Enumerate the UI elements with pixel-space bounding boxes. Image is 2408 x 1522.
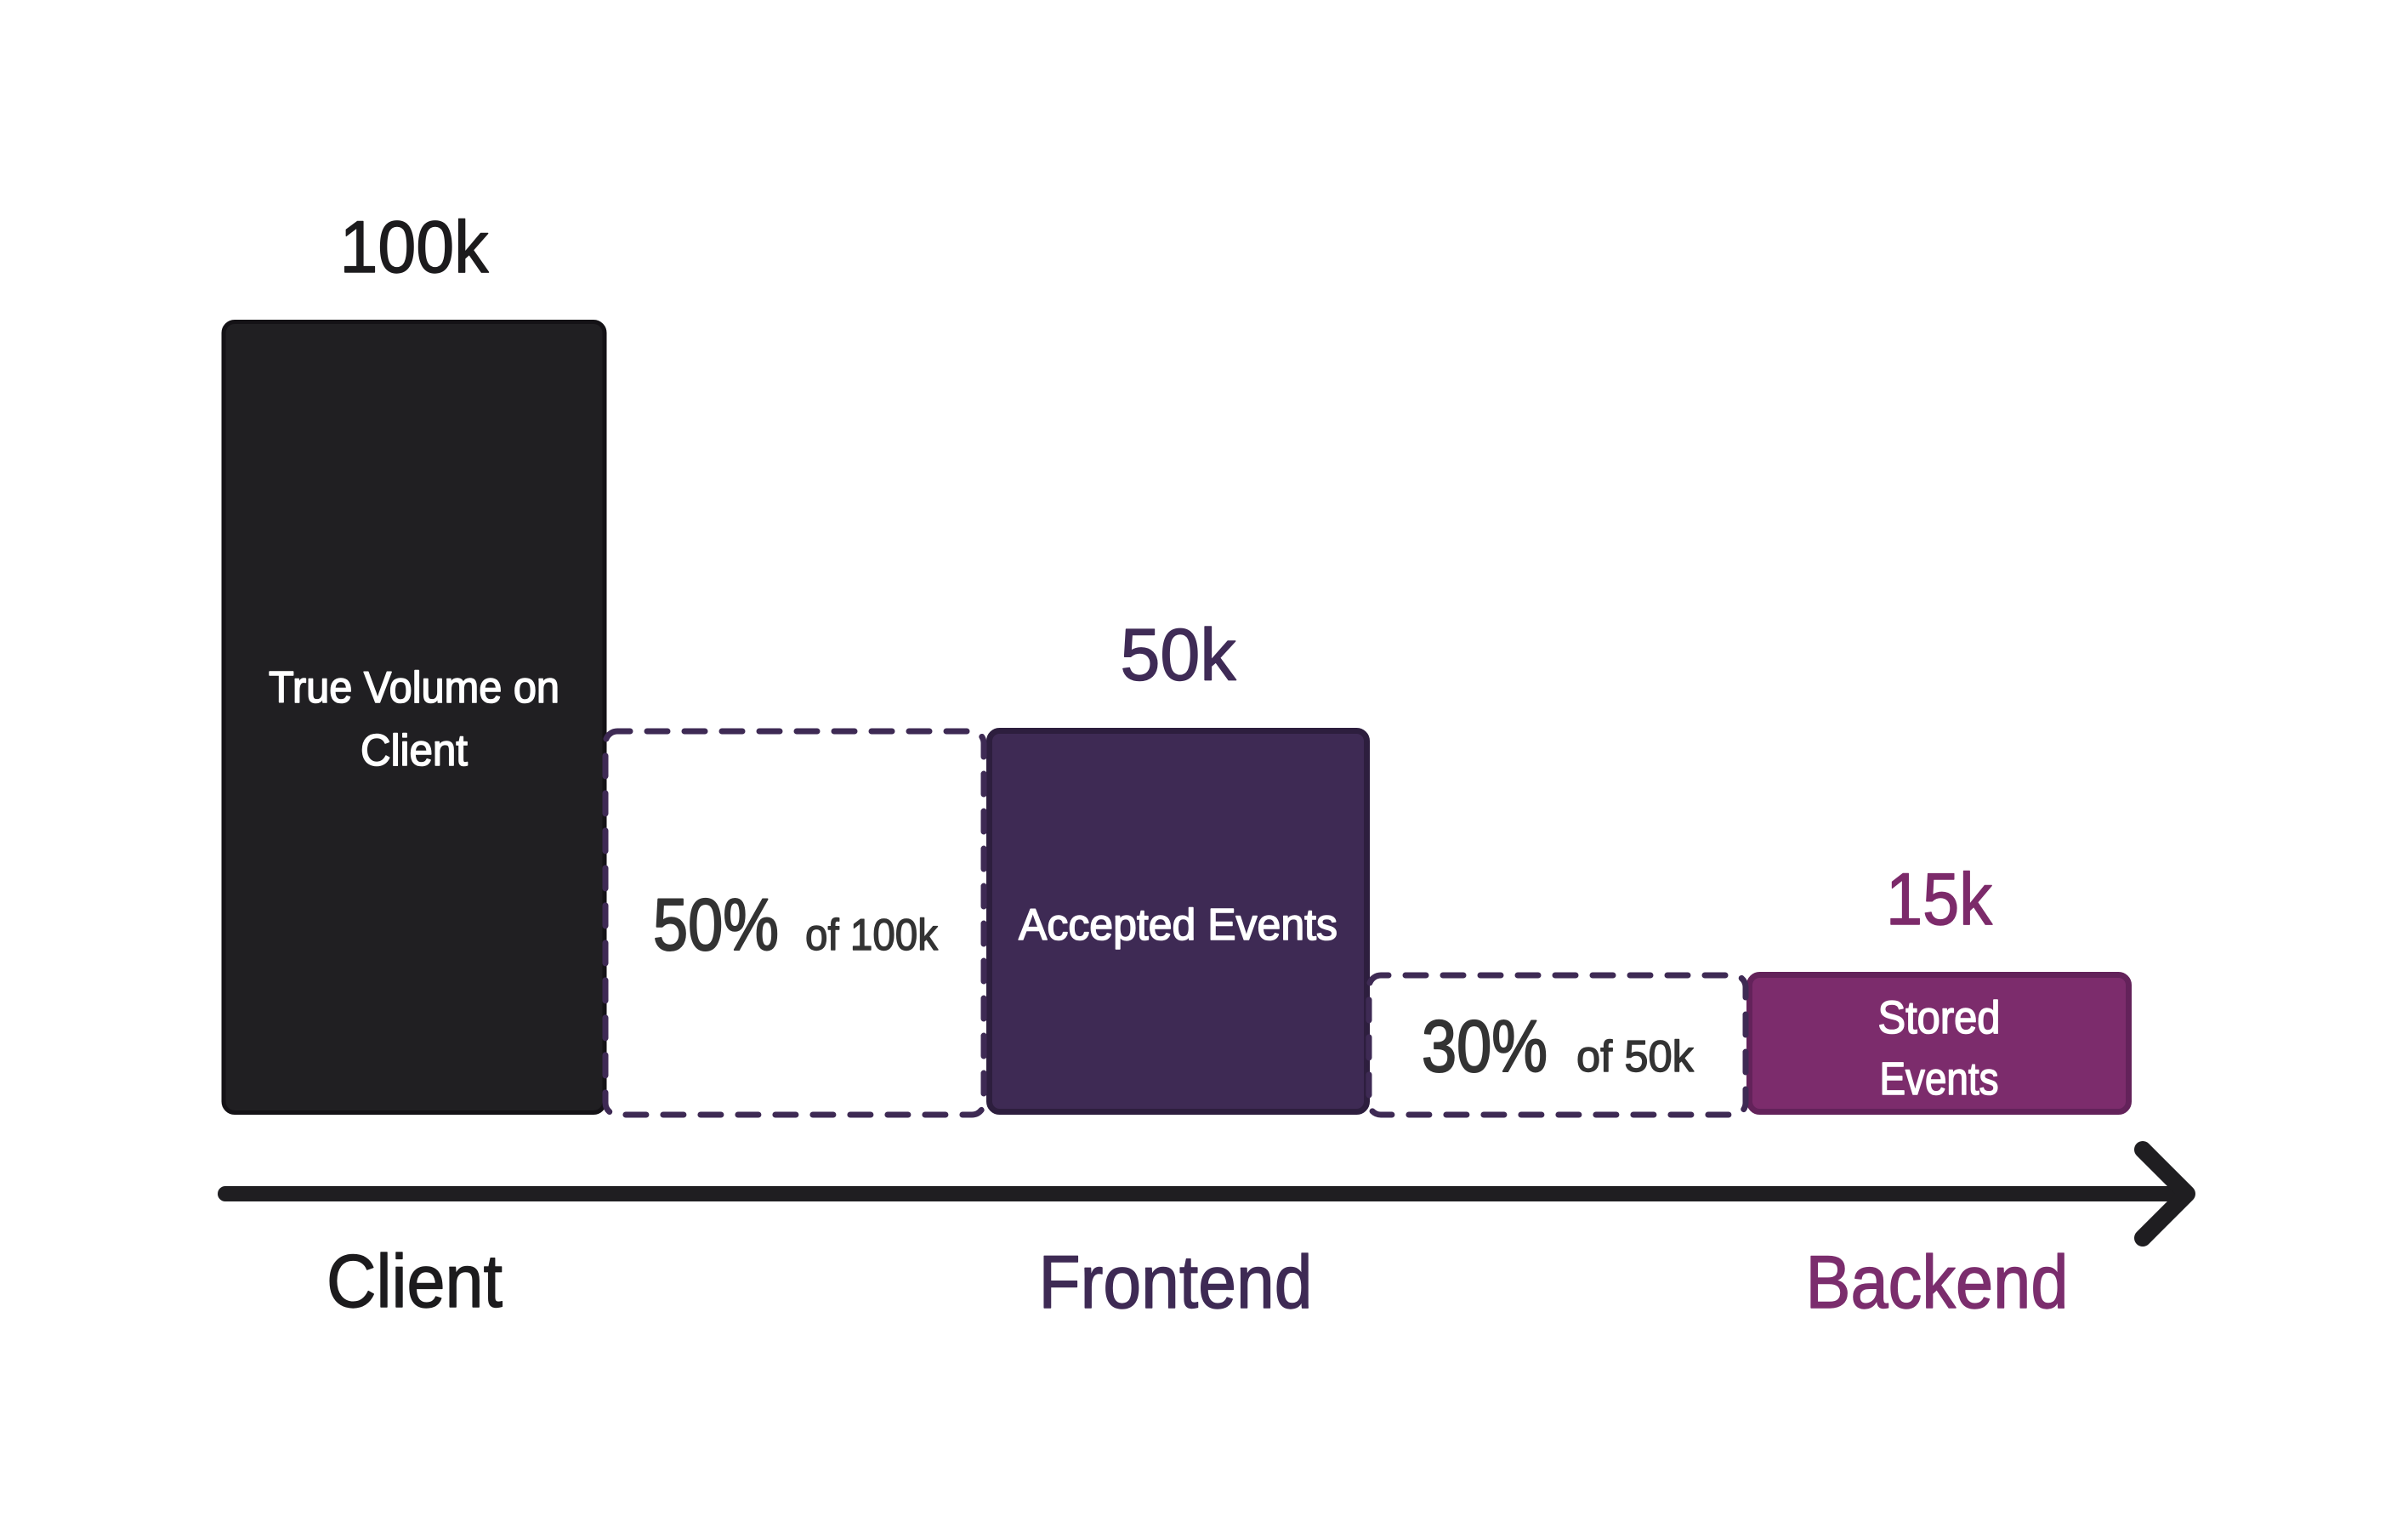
svg-text:Stored: Stored xyxy=(1878,992,2001,1043)
svg-text:Client: Client xyxy=(327,1239,503,1323)
svg-text:Accepted Events: Accepted Events xyxy=(1019,900,1337,950)
svg-text:30%: 30% xyxy=(1422,1006,1548,1088)
svg-text:50k: 50k xyxy=(1121,615,1237,696)
svg-text:50%: 50% xyxy=(653,884,779,966)
svg-text:True Volume on: True Volume on xyxy=(269,663,559,713)
svg-text:Client: Client xyxy=(361,726,469,775)
svg-text:of 50k: of 50k xyxy=(1576,1032,1695,1082)
svg-text:15k: 15k xyxy=(1886,859,1993,940)
svg-text:Backend: Backend xyxy=(1806,1240,2069,1324)
svg-text:Events: Events xyxy=(1880,1053,1999,1105)
svg-text:Frontend: Frontend xyxy=(1039,1240,1313,1324)
svg-text:of 100k: of 100k xyxy=(805,911,939,960)
svg-text:100k: 100k xyxy=(340,207,490,288)
